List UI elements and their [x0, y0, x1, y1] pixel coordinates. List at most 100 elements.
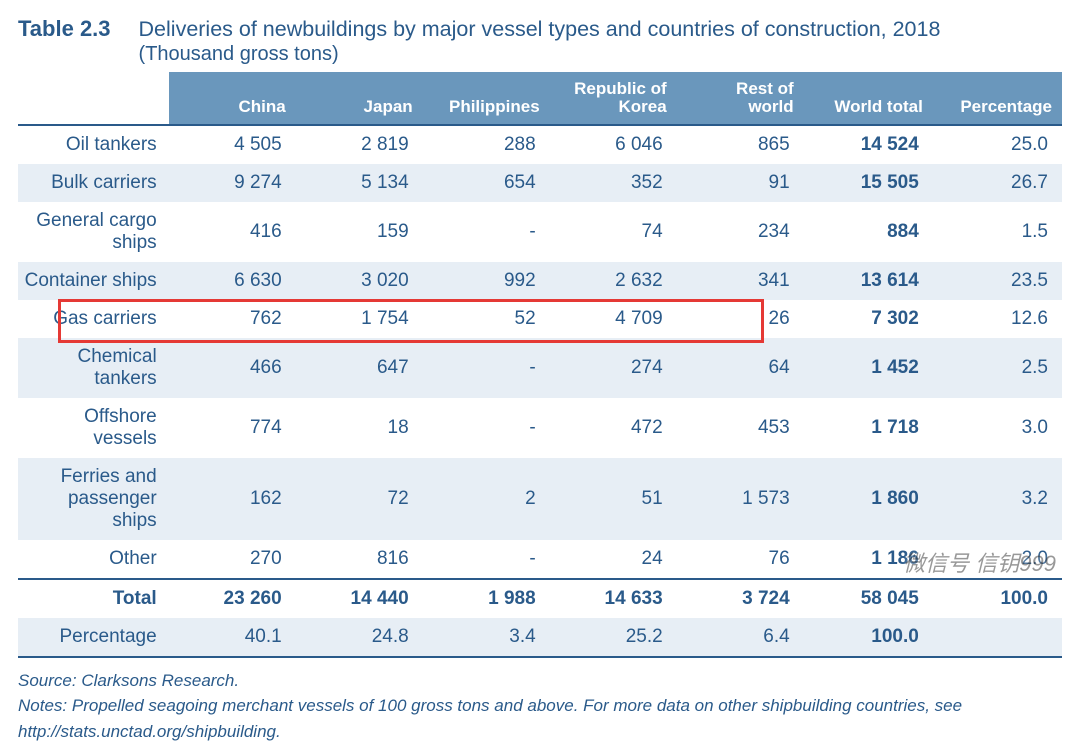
cell: 3.2 — [933, 458, 1062, 540]
cell: 816 — [296, 540, 423, 579]
row-label: Other — [18, 540, 169, 579]
cell: 6.4 — [677, 618, 804, 657]
row-label: General cargo ships — [18, 202, 169, 262]
table-row: Total23 26014 4401 98814 6333 72458 0451… — [18, 579, 1062, 618]
table-row: Oil tankers4 5052 8192886 04686514 52425… — [18, 125, 1062, 164]
source-label: Source: — [18, 671, 77, 690]
cell: 6 046 — [550, 125, 677, 164]
cell: 774 — [169, 398, 296, 458]
cell: 100.0 — [933, 579, 1062, 618]
cell: 25.0 — [933, 125, 1062, 164]
row-label: Percentage — [18, 618, 169, 657]
cell: 15 505 — [804, 164, 933, 202]
cell: 453 — [677, 398, 804, 458]
cell: 466 — [169, 338, 296, 398]
row-label: Container ships — [18, 262, 169, 300]
cell: 352 — [550, 164, 677, 202]
cell: 51 — [550, 458, 677, 540]
col-header: Philippines — [423, 72, 550, 125]
table-notes: Source: Clarksons Research. Notes: Prope… — [0, 658, 1080, 744]
cell: 3 020 — [296, 262, 423, 300]
cell: 274 — [550, 338, 677, 398]
row-label: Ferries and passenger ships — [18, 458, 169, 540]
cell: 13 614 — [804, 262, 933, 300]
cell: - — [423, 202, 550, 262]
cell: 7 302 — [804, 300, 933, 338]
cell: 12.6 — [933, 300, 1062, 338]
table-row: Bulk carriers9 2745 1346543529115 50526.… — [18, 164, 1062, 202]
table-row: Percentage40.124.83.425.26.4100.0 — [18, 618, 1062, 657]
col-header: Republic ofKorea — [550, 72, 677, 125]
table-row: Container ships6 6303 0209922 63234113 6… — [18, 262, 1062, 300]
cell — [933, 618, 1062, 657]
cell: 159 — [296, 202, 423, 262]
cell: 647 — [296, 338, 423, 398]
table-title: Deliveries of newbuildings by major vess… — [139, 16, 941, 43]
cell: 162 — [169, 458, 296, 540]
cell: 40.1 — [169, 618, 296, 657]
cell: - — [423, 398, 550, 458]
cell: 288 — [423, 125, 550, 164]
cell: 58 045 — [804, 579, 933, 618]
cell: 14 440 — [296, 579, 423, 618]
table-row: Gas carriers7621 754524 709267 30212.6 — [18, 300, 1062, 338]
cell: 1 452 — [804, 338, 933, 398]
cell: 992 — [423, 262, 550, 300]
cell: 1 573 — [677, 458, 804, 540]
cell: 25.2 — [550, 618, 677, 657]
cell: 9 274 — [169, 164, 296, 202]
cell: 91 — [677, 164, 804, 202]
cell: 52 — [423, 300, 550, 338]
cell: 884 — [804, 202, 933, 262]
cell: 341 — [677, 262, 804, 300]
cell: 26.7 — [933, 164, 1062, 202]
cell: 14 633 — [550, 579, 677, 618]
col-header: Percentage — [933, 72, 1062, 125]
cell: 24 — [550, 540, 677, 579]
cell: 1 860 — [804, 458, 933, 540]
cell: 472 — [550, 398, 677, 458]
cell: 2.5 — [933, 338, 1062, 398]
col-header: Japan — [296, 72, 423, 125]
cell: 654 — [423, 164, 550, 202]
cell: 1 988 — [423, 579, 550, 618]
cell: 270 — [169, 540, 296, 579]
cell: 23.5 — [933, 262, 1062, 300]
cell: 64 — [677, 338, 804, 398]
cell: 234 — [677, 202, 804, 262]
table-row: General cargo ships416159-742348841.5 — [18, 202, 1062, 262]
table-head: ChinaJapanPhilippinesRepublic ofKoreaRes… — [18, 72, 1062, 125]
cell: 2 819 — [296, 125, 423, 164]
row-label: Total — [18, 579, 169, 618]
table-row: Ferries and passenger ships162722511 573… — [18, 458, 1062, 540]
cell: 762 — [169, 300, 296, 338]
notes-label: Notes: — [18, 696, 67, 715]
row-label: Offshore vessels — [18, 398, 169, 458]
cell: 416 — [169, 202, 296, 262]
cell: 23 260 — [169, 579, 296, 618]
cell: 1.5 — [933, 202, 1062, 262]
table-subtitle: (Thousand gross tons) — [139, 43, 941, 66]
cell: 3 724 — [677, 579, 804, 618]
cell: 24.8 — [296, 618, 423, 657]
watermark: 微信号 信钥999 — [903, 546, 1056, 578]
row-label: Bulk carriers — [18, 164, 169, 202]
cell: 3.0 — [933, 398, 1062, 458]
table-row: Offshore vessels77418-4724531 7183.0 — [18, 398, 1062, 458]
col-header: Rest ofworld — [677, 72, 804, 125]
cell: 72 — [296, 458, 423, 540]
table-row: Chemical tankers466647-274641 4522.5 — [18, 338, 1062, 398]
cell: 14 524 — [804, 125, 933, 164]
cell: 2 — [423, 458, 550, 540]
row-label: Chemical tankers — [18, 338, 169, 398]
source-text: Clarksons Research. — [81, 671, 239, 690]
cell: 74 — [550, 202, 677, 262]
cell: - — [423, 338, 550, 398]
cell: 2 632 — [550, 262, 677, 300]
cell: 100.0 — [804, 618, 933, 657]
cell: 5 134 — [296, 164, 423, 202]
col-header: China — [169, 72, 296, 125]
cell: 865 — [677, 125, 804, 164]
cell: 76 — [677, 540, 804, 579]
cell: 4 505 — [169, 125, 296, 164]
